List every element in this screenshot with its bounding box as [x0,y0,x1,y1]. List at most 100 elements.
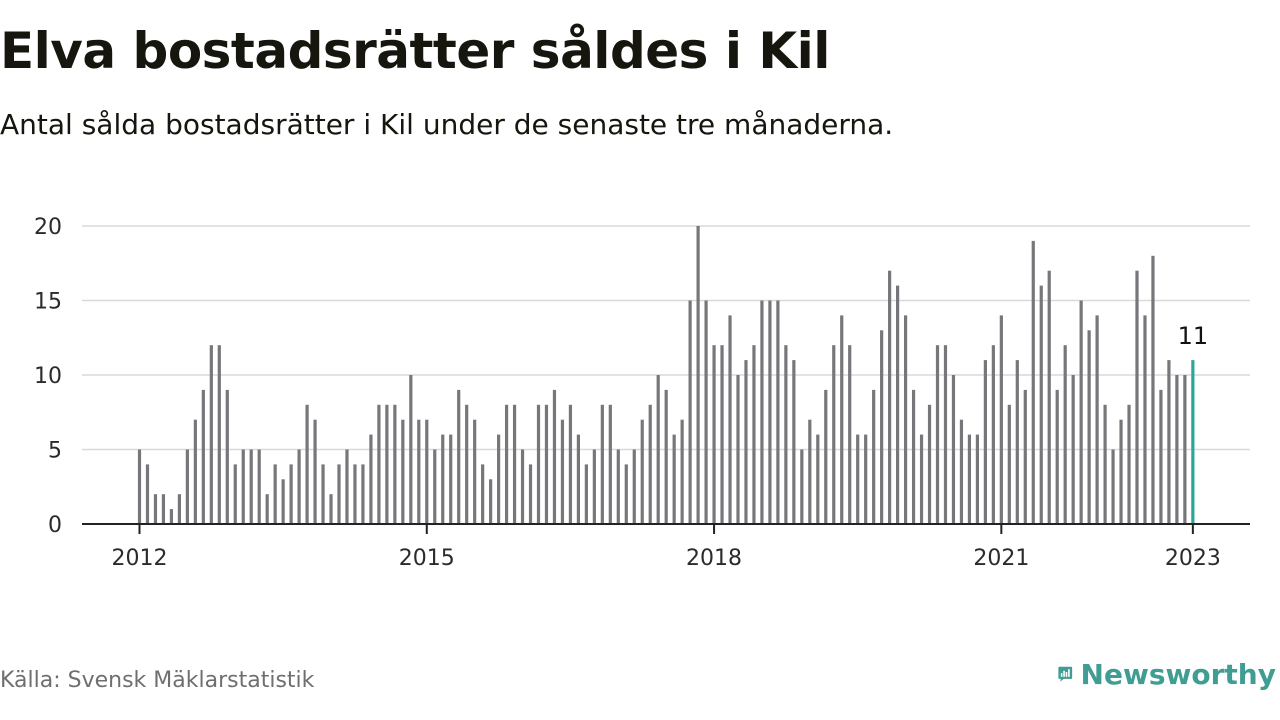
bar [864,434,868,524]
bar [1151,255,1155,525]
bar [999,315,1003,524]
bar [1103,404,1107,524]
bar [680,419,684,524]
bar [720,345,724,524]
bar [185,449,189,524]
bar [297,449,301,524]
bars [137,226,1195,525]
bar [473,419,477,524]
bar [377,404,381,524]
bar [369,434,373,524]
y-tick-label: 20 [34,215,62,240]
bar [784,345,788,524]
bar [1183,375,1187,524]
last-value-label: 11 [1178,322,1209,350]
bar [896,285,900,524]
bar [911,389,916,524]
bar [153,494,158,524]
y-axis-labels: 0 5 10 15 20 [34,215,62,538]
bar [329,494,333,524]
bar [656,375,660,524]
bar [1047,270,1051,524]
chart-subtitle: Antal sålda bostadsrätter i Kil under de… [0,108,894,141]
newsworthy-logo[interactable]: Newsworthy [1058,654,1276,694]
bar [816,434,820,524]
bar [1015,360,1019,524]
bar [201,389,205,524]
source-note: Källa: Svensk Mäklarstatistik [0,668,315,693]
x-tick-label: 2023 [1165,546,1221,571]
annotations: 11 [1178,322,1209,350]
bar [1039,285,1043,524]
bar [951,375,956,524]
newsworthy-logo-text: Newsworthy [1080,657,1276,691]
bar [217,345,221,524]
bar-chart: 0 5 10 15 20 2012 2015 2018 2021 2023 11 [34,215,1250,571]
bar [744,360,748,524]
bar [504,404,509,524]
bar [241,449,245,524]
bar [1079,300,1083,524]
bar [880,330,884,524]
bar [1143,315,1147,524]
newsworthy-logo-icon [1058,666,1073,682]
bar [760,300,764,524]
bar [1055,389,1059,524]
bar [1063,345,1067,524]
bar [177,494,181,524]
bar [321,464,325,524]
bar [975,434,979,524]
x-tick-label: 2018 [686,546,742,571]
bar [800,449,804,524]
bar [959,419,964,524]
bar [497,434,501,524]
bar [576,434,580,524]
bar [848,345,852,524]
bar [233,464,237,524]
bar [425,419,429,524]
bar [776,300,780,524]
bar [832,345,836,524]
bar [209,345,213,524]
x-tick-label: 2021 [973,546,1029,571]
bar [808,419,812,524]
x-tick-label: 2015 [399,546,455,571]
bar [1167,360,1171,524]
bar [872,389,876,524]
bar [417,419,421,524]
bar [449,434,453,524]
bar [1071,375,1075,524]
bar [137,449,142,524]
bar [768,300,772,524]
bar [393,404,397,524]
bar [401,419,405,524]
bar [688,300,692,524]
bar [752,345,756,524]
bar [249,449,253,524]
bar [1159,389,1163,524]
bar [935,345,940,524]
bar [983,360,987,524]
y-tick-label: 10 [34,364,62,389]
bar [433,449,437,524]
bar-highlight [1191,360,1195,524]
bar [193,419,197,524]
bar [409,375,413,524]
chart-title: Elva bostadsrätter såldes i Kil [0,22,830,80]
bar [361,464,365,524]
bar [457,389,461,524]
bar [888,270,892,524]
bar [481,464,485,524]
bar [616,449,620,524]
bar [712,345,716,524]
bar [672,434,676,524]
y-tick-label: 15 [34,290,62,315]
bar [824,389,828,524]
bar [792,360,796,524]
bar [265,494,269,524]
bar [489,479,493,524]
x-tick-label: 2012 [112,546,168,571]
bar [927,404,932,524]
bar [169,509,174,524]
bar [1119,419,1123,524]
